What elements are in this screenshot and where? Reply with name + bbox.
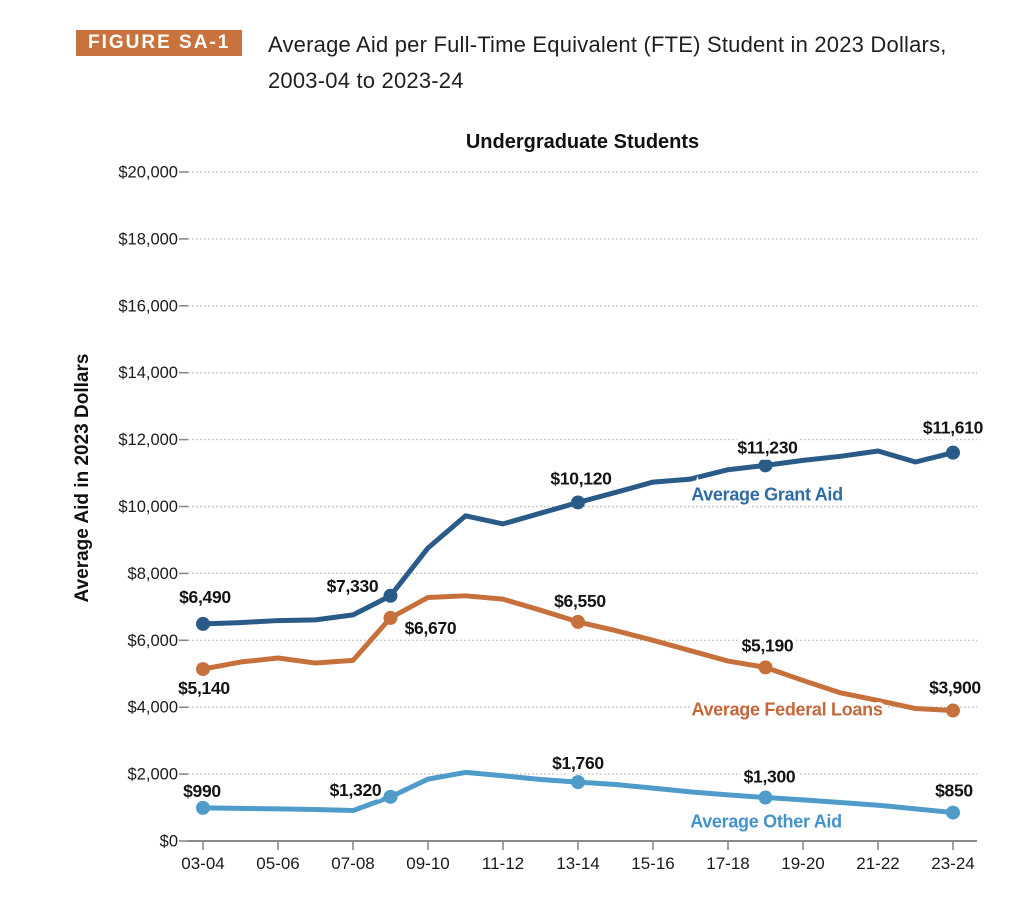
data-point-label: $3,900 [929, 678, 981, 698]
data-point-label: $11,230 [737, 437, 798, 457]
x-tick-label: 09-10 [406, 854, 449, 873]
y-tick-label: $10,000 [118, 498, 178, 516]
data-point-label: $990 [183, 781, 221, 801]
data-point-label: $7,330 [327, 576, 379, 596]
series-name-label: Average Grant Aid [691, 485, 843, 505]
y-tick-label: $14,000 [118, 364, 178, 382]
data-point-marker [196, 662, 210, 677]
series-name-label: Average Other Aid [690, 812, 842, 832]
chart-title: Undergraduate Students [466, 131, 699, 153]
y-tick-label: $6,000 [128, 632, 178, 650]
data-point-label: $10,120 [550, 468, 612, 488]
data-point-marker [571, 614, 585, 629]
x-tick-label: 03-04 [181, 854, 224, 873]
x-tick-label: 19-20 [781, 854, 824, 873]
x-tick-label: 23-24 [931, 854, 974, 873]
data-point-label: $11,610 [923, 418, 984, 438]
y-tick-label: $18,000 [118, 230, 178, 248]
data-point-marker [196, 800, 210, 815]
y-tick-label: $16,000 [118, 297, 178, 315]
x-tick-label: 13-14 [556, 854, 599, 873]
data-point-label: $6,550 [554, 591, 606, 611]
x-tick-label: 11-12 [482, 854, 524, 873]
y-tick-label: $12,000 [118, 431, 178, 449]
data-point-label: $850 [935, 781, 973, 801]
data-point-marker [383, 588, 398, 603]
data-point-label: $5,190 [742, 635, 794, 655]
series-name-label: Average Federal Loans [691, 700, 882, 720]
data-point-label: $6,670 [405, 618, 457, 638]
y-tick-label: $2,000 [128, 766, 178, 784]
figure-title-line2: 2003-04 to 2023-24 [268, 68, 464, 93]
y-tick-label: $4,000 [128, 699, 178, 717]
figure-tag: FIGURE SA-1 [76, 30, 243, 56]
x-tick-label: 21-22 [856, 854, 899, 873]
series-line-average-federal-loans [200, 593, 956, 714]
y-tick-label: $8,000 [128, 565, 178, 583]
data-point-marker [571, 775, 585, 790]
data-point-marker [946, 703, 960, 718]
data-point-label: $6,490 [179, 587, 231, 607]
data-point-marker [571, 495, 585, 510]
data-point-marker [758, 790, 773, 805]
figure-title: Average Aid per Full-Time Equivalent (FT… [268, 27, 1008, 99]
data-point-marker [196, 616, 210, 631]
data-point-marker [383, 610, 398, 625]
y-axis-title: Average Aid in 2023 Dollars [72, 354, 93, 603]
data-point-marker [946, 445, 960, 460]
figure-title-line1: Average Aid per Full-Time Equivalent (FT… [268, 32, 947, 57]
data-point-label: $1,320 [330, 780, 382, 800]
data-point-marker [383, 789, 398, 804]
x-tick-label: 17-18 [706, 854, 749, 873]
data-point-marker [758, 458, 773, 473]
y-tick-label: $0 [160, 833, 178, 851]
x-tick-label: 05-06 [256, 854, 299, 873]
data-point-marker [758, 660, 773, 675]
x-tick-label: 15-16 [631, 854, 674, 873]
data-point-label: $5,140 [178, 678, 230, 698]
y-tick-label: $20,000 [118, 164, 178, 182]
data-point-label: $1,300 [744, 767, 796, 787]
data-point-marker [946, 805, 960, 820]
data-point-label: $1,760 [552, 753, 604, 773]
x-tick-label: 07-08 [331, 854, 374, 873]
